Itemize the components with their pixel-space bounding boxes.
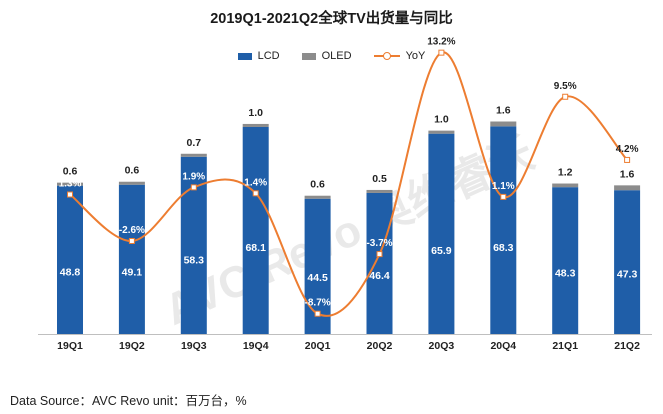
data-label-yoy-20Q3: 13.2% xyxy=(427,37,455,48)
bar-oled-19Q4 xyxy=(242,123,269,127)
data-label-oled-19Q1: 0.6 xyxy=(63,166,78,178)
data-label-oled-19Q2: 0.6 xyxy=(125,165,140,177)
bar-lcd-21Q1 xyxy=(552,187,579,334)
yoy-point-20Q4 xyxy=(500,193,507,200)
legend-swatch-lcd xyxy=(237,52,252,60)
data-label-oled-21Q2: 1.6 xyxy=(620,168,635,180)
bar-lcd-20Q3 xyxy=(428,133,455,334)
data-label-oled-21Q1: 1.2 xyxy=(558,167,573,179)
x-tick-label-19Q2: 19Q2 xyxy=(119,340,145,352)
data-label-oled-19Q3: 0.7 xyxy=(186,137,201,149)
data-label-lcd-19Q4: 68.1 xyxy=(245,242,266,254)
yoy-point-21Q2 xyxy=(624,156,631,163)
data-label-lcd-20Q4: 68.3 xyxy=(493,242,514,254)
x-tick-label-21Q2: 21Q2 xyxy=(614,340,640,352)
x-tick-label-20Q4: 20Q4 xyxy=(490,340,516,352)
bar-lcd-20Q4 xyxy=(490,126,517,334)
legend-swatch-yoy xyxy=(373,51,400,61)
data-label-lcd-20Q1: 44.5 xyxy=(307,272,328,284)
data-label-oled-20Q1: 0.6 xyxy=(310,179,325,191)
yoy-point-20Q3 xyxy=(438,49,445,56)
x-tick-label-20Q3: 20Q3 xyxy=(429,340,455,352)
legend-item-lcd: LCD xyxy=(237,50,280,62)
legend-item-yoy: YoY xyxy=(373,50,426,62)
data-label-oled-19Q4: 1.0 xyxy=(248,107,263,119)
yoy-point-19Q1 xyxy=(67,191,73,198)
bar-oled-20Q2 xyxy=(366,189,393,193)
data-label-yoy-20Q2: -3.7% xyxy=(366,238,392,249)
legend-item-oled: OLED xyxy=(301,50,352,62)
data-label-yoy-19Q4: 1.4% xyxy=(244,177,267,188)
data-label-oled-20Q3: 1.0 xyxy=(434,114,449,126)
data-label-oled-20Q4: 1.6 xyxy=(496,105,511,117)
yoy-point-21Q1 xyxy=(562,93,569,100)
x-tick-label-20Q2: 20Q2 xyxy=(367,340,393,352)
data-label-lcd-21Q2: 47.3 xyxy=(617,269,638,281)
data-label-lcd-21Q1: 48.3 xyxy=(555,267,576,279)
legend: LCD OLED YoY xyxy=(0,50,663,62)
bar-oled-19Q1 xyxy=(57,182,83,186)
yoy-point-19Q2 xyxy=(128,237,135,244)
bar-oled-20Q1 xyxy=(304,195,331,199)
bar-lcd-21Q2 xyxy=(614,190,641,334)
bar-oled-21Q1 xyxy=(552,183,579,188)
x-tick-label-20Q1: 20Q1 xyxy=(305,340,331,352)
chart-title: 2019Q1-2021Q2全球TV出货量与同比 xyxy=(210,11,453,27)
data-label-lcd-19Q2: 49.1 xyxy=(122,266,143,278)
yoy-point-20Q2 xyxy=(376,251,383,258)
data-label-oled-20Q2: 0.5 xyxy=(372,173,387,185)
yoy-point-19Q4 xyxy=(252,190,259,197)
data-label-lcd-20Q3: 65.9 xyxy=(431,245,452,257)
data-label-yoy-20Q1: -8.7% xyxy=(305,298,331,309)
yoy-point-19Q3 xyxy=(190,184,197,191)
data-label-yoy-19Q2: -2.6% xyxy=(119,225,145,236)
bar-oled-19Q2 xyxy=(118,181,145,185)
legend-swatch-oled xyxy=(301,52,316,60)
x-tick-label-19Q1: 19Q1 xyxy=(57,340,83,352)
bar-lcd-20Q2 xyxy=(366,192,393,334)
bar-lcd-19Q4 xyxy=(242,126,269,334)
legend-label-lcd: LCD xyxy=(257,50,280,62)
bar-oled-21Q2 xyxy=(614,185,641,191)
bar-oled-19Q3 xyxy=(180,153,207,157)
data-label-yoy-20Q4: 1.1% xyxy=(492,181,515,192)
data-label-lcd-19Q3: 58.3 xyxy=(184,255,205,267)
legend-label-oled: OLED xyxy=(321,50,352,62)
bar-oled-20Q3 xyxy=(428,130,455,134)
legend-label-yoy: YoY xyxy=(405,50,426,62)
data-label-yoy-19Q1: 1.3% xyxy=(59,179,82,190)
yoy-point-20Q1 xyxy=(314,310,321,317)
data-label-yoy-21Q2: 4.2% xyxy=(616,144,639,155)
data-label-yoy-21Q1: 9.5% xyxy=(554,81,577,92)
data-label-lcd-19Q1: 48.8 xyxy=(60,267,81,279)
data-label-lcd-20Q2: 46.4 xyxy=(369,270,390,282)
bar-oled-20Q4 xyxy=(490,121,517,127)
yoy-line xyxy=(69,51,628,317)
x-tick-label-19Q4: 19Q4 xyxy=(243,340,269,352)
source-note: Data Source：AVC Revo unit：百万台，% xyxy=(10,394,247,408)
bar-lcd-19Q1 xyxy=(57,185,83,334)
data-label-yoy-19Q3: 1.9% xyxy=(182,171,205,182)
x-tick-label-19Q3: 19Q3 xyxy=(181,340,207,352)
bar-lcd-19Q2 xyxy=(118,184,145,334)
x-tick-label-21Q1: 21Q1 xyxy=(552,340,578,352)
